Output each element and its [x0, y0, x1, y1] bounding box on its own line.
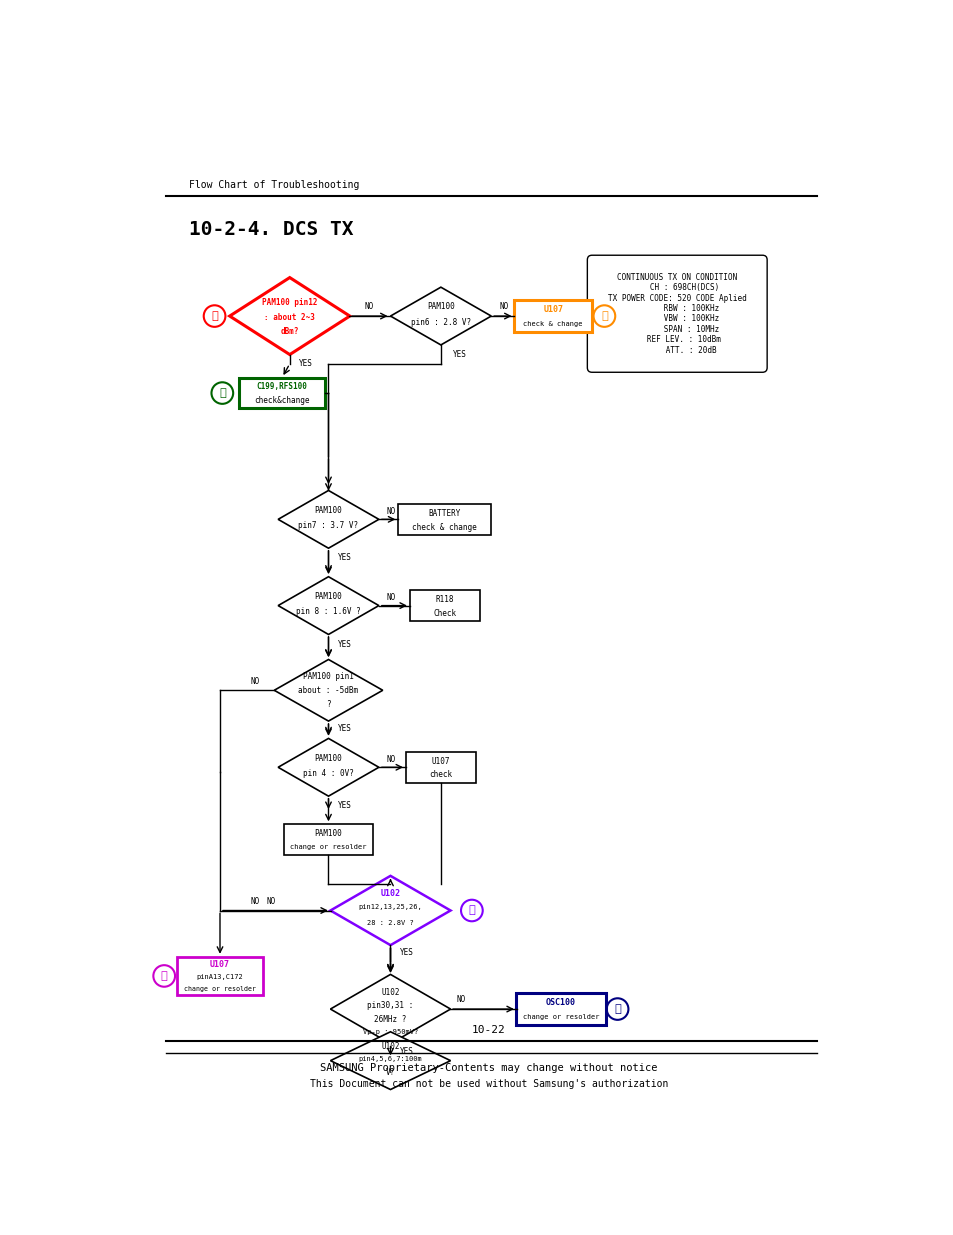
- Polygon shape: [278, 577, 378, 635]
- Text: pin7 : 3.7 V?: pin7 : 3.7 V?: [298, 521, 358, 530]
- FancyBboxPatch shape: [587, 256, 766, 372]
- Text: Vp-p : 950mV?: Vp-p : 950mV?: [362, 1029, 417, 1035]
- Text: pin12,13,25,26,: pin12,13,25,26,: [358, 904, 422, 910]
- Text: R118: R118: [435, 595, 454, 604]
- Text: NO: NO: [499, 303, 509, 311]
- Text: NO: NO: [386, 755, 395, 764]
- Text: YES: YES: [337, 553, 352, 562]
- Text: OSC100: OSC100: [545, 998, 576, 1008]
- Text: dBm?: dBm?: [280, 327, 298, 336]
- Text: NO: NO: [365, 303, 374, 311]
- Text: ⑤: ⑤: [468, 905, 475, 915]
- Text: NO: NO: [266, 897, 275, 905]
- Text: Check: Check: [433, 609, 456, 618]
- Text: 10-22: 10-22: [472, 1025, 505, 1035]
- Text: ②: ②: [600, 311, 607, 321]
- Text: ?: ?: [326, 700, 331, 709]
- Text: NO: NO: [386, 508, 395, 516]
- Text: SAMSUNG Proprietary-Contents may change without notice: SAMSUNG Proprietary-Contents may change …: [320, 1063, 657, 1073]
- Text: YES: YES: [399, 948, 414, 957]
- Text: PAM100: PAM100: [427, 303, 455, 311]
- Text: U107: U107: [210, 960, 230, 969]
- Text: PAM100: PAM100: [314, 592, 342, 601]
- Text: YES: YES: [337, 802, 352, 810]
- Polygon shape: [330, 876, 450, 945]
- Text: pin30,31 :: pin30,31 :: [367, 1002, 414, 1010]
- Text: PAM100 pin12: PAM100 pin12: [262, 298, 317, 306]
- Text: This Document can not be used without Samsung's authorization: This Document can not be used without Sa…: [310, 1078, 667, 1089]
- Text: NO: NO: [456, 995, 465, 1004]
- Text: : about 2~3: : about 2~3: [264, 314, 314, 322]
- Text: pin 8 : 1.6V ?: pin 8 : 1.6V ?: [295, 608, 360, 616]
- Text: 26MHz ?: 26MHz ?: [374, 1015, 406, 1024]
- Text: CONTINUOUS TX ON CONDITION
   CH : 698CH(DCS)
TX POWER CODE: 520 CODE Aplied
   : CONTINUOUS TX ON CONDITION CH : 698CH(DC…: [607, 273, 746, 354]
- Text: change or resolder: change or resolder: [184, 986, 255, 992]
- Text: U107: U107: [431, 757, 450, 766]
- Text: YES: YES: [399, 1047, 414, 1056]
- Polygon shape: [274, 659, 382, 721]
- Text: ③: ③: [219, 388, 226, 398]
- Text: about : -5dBm: about : -5dBm: [298, 685, 358, 695]
- Text: 28 : 2.8V ?: 28 : 2.8V ?: [367, 920, 414, 926]
- Text: change or resolder: change or resolder: [290, 845, 366, 851]
- Text: check & change: check & change: [412, 522, 476, 531]
- Text: check & change: check & change: [523, 321, 582, 327]
- Polygon shape: [278, 490, 378, 548]
- Bar: [514, 300, 592, 332]
- Polygon shape: [390, 288, 491, 345]
- Text: change or resolder: change or resolder: [522, 1014, 598, 1020]
- Text: NO: NO: [386, 593, 395, 603]
- Text: NO: NO: [250, 677, 259, 685]
- Text: V?: V?: [385, 1068, 395, 1077]
- Text: YES: YES: [337, 640, 352, 648]
- Polygon shape: [278, 739, 378, 797]
- Text: ⑦: ⑦: [614, 1004, 620, 1014]
- Text: U102: U102: [381, 1042, 399, 1051]
- Text: pinA13,C172: pinA13,C172: [196, 974, 243, 981]
- Text: C199,RFS100: C199,RFS100: [256, 383, 307, 391]
- Text: U102: U102: [381, 988, 399, 997]
- Bar: [406, 752, 476, 783]
- Text: check&change: check&change: [254, 396, 310, 405]
- Text: 10-2-4. DCS TX: 10-2-4. DCS TX: [189, 220, 354, 238]
- Bar: [239, 378, 324, 409]
- Text: BATTERY: BATTERY: [428, 509, 460, 517]
- Text: pin6 : 2.8 V?: pin6 : 2.8 V?: [411, 317, 471, 327]
- Text: YES: YES: [337, 724, 352, 734]
- Text: PAM100: PAM100: [314, 505, 342, 515]
- Text: Flow Chart of Troubleshooting: Flow Chart of Troubleshooting: [189, 180, 359, 190]
- Text: pin 4 : 0V?: pin 4 : 0V?: [303, 769, 354, 778]
- Bar: [284, 824, 373, 855]
- Text: check: check: [429, 771, 452, 779]
- Text: YES: YES: [298, 359, 313, 368]
- Text: pin4,5,6,7:100m: pin4,5,6,7:100m: [358, 1056, 422, 1062]
- Text: ⑥: ⑥: [161, 971, 168, 981]
- Bar: [410, 590, 479, 621]
- Polygon shape: [330, 974, 450, 1044]
- Text: NO: NO: [251, 897, 260, 905]
- Text: ①: ①: [211, 311, 217, 321]
- Text: U107: U107: [542, 305, 562, 315]
- Polygon shape: [330, 1031, 450, 1089]
- Text: PAM100 pin1: PAM100 pin1: [303, 672, 354, 680]
- Polygon shape: [230, 278, 350, 354]
- Bar: [397, 504, 491, 535]
- Text: PAM100: PAM100: [314, 829, 342, 839]
- Bar: [516, 993, 605, 1025]
- Text: YES: YES: [452, 350, 466, 359]
- Bar: [177, 957, 262, 995]
- Text: PAM100: PAM100: [314, 753, 342, 762]
- Text: U102: U102: [380, 889, 400, 898]
